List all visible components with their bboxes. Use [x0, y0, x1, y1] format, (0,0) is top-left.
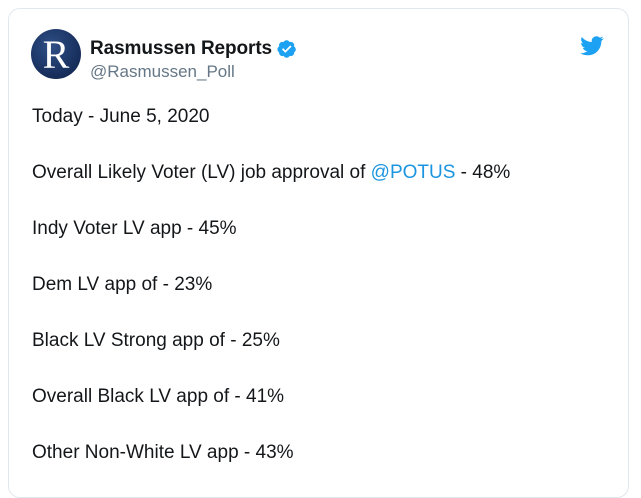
tweet-line-indy: Indy Voter LV app - 45% — [32, 218, 237, 239]
avatar-logo-letter: R — [42, 32, 70, 77]
twitter-bird-icon[interactable] — [580, 36, 604, 56]
tweet-text: Today - June 5, 2020 Overall Likely Vote… — [32, 105, 612, 497]
tweet-line-date: Today - June 5, 2020 — [32, 106, 210, 127]
verified-badge-icon — [277, 40, 296, 58]
overall-approval-suffix: - 48% — [455, 162, 511, 183]
author-name-row: Rasmussen Reports — [90, 37, 297, 61]
tweet-line-overall-approval: Overall Likely Voter (LV) job approval o… — [32, 161, 612, 185]
avatar[interactable]: R — [31, 29, 81, 79]
tweet-line-black-strong: Black LV Strong app of - 25% — [32, 330, 280, 351]
potus-mention-link[interactable]: @POTUS — [370, 162, 456, 183]
author-display-name[interactable]: Rasmussen Reports — [90, 38, 273, 59]
tweet-line-dem: Dem LV app of - 23% — [32, 274, 213, 295]
overall-approval-prefix: Overall Likely Voter (LV) job approval o… — [32, 162, 371, 183]
author-handle[interactable]: @Rasmussen_Poll — [90, 62, 235, 81]
tweet-line-overall-black: Overall Black LV app of - 41% — [32, 386, 285, 407]
tweet-card[interactable]: R Rasmussen Reports @Rasmussen_Poll Toda… — [8, 8, 629, 498]
tweet-line-other-non-white: Other Non-White LV app - 43% — [32, 442, 294, 463]
